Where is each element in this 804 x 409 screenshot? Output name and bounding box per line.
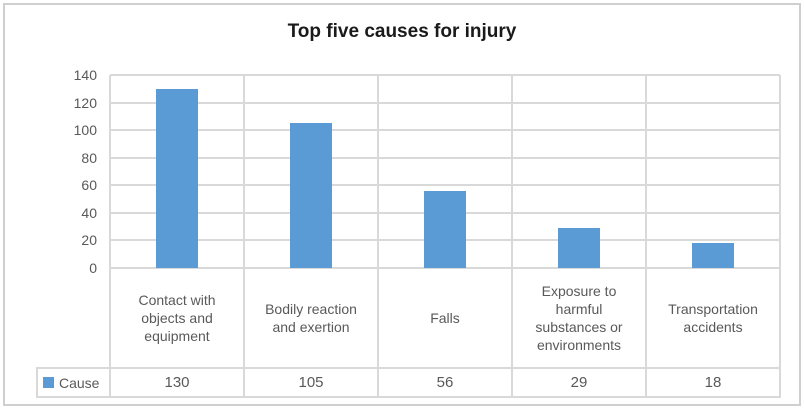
category-label: Transportation accidents	[647, 269, 779, 367]
legend-cell: Cause	[38, 369, 109, 396]
data-table-top-line	[36, 367, 781, 369]
category-label-text: Bodily reaction and exertion	[265, 301, 357, 335]
bar	[290, 123, 332, 268]
data-table-bottom-line	[36, 396, 781, 398]
category-label-text: Transportation accidents	[668, 301, 758, 335]
category-label-text: Contact with objects and equipment	[138, 292, 216, 344]
category-label: Falls	[379, 269, 511, 367]
legend-label: Cause	[59, 374, 100, 391]
chart-title: Top five causes for injury	[287, 21, 517, 42]
column-separator-line	[511, 75, 513, 398]
column-separator-line	[243, 75, 245, 398]
gridline	[110, 156, 780, 159]
y-axis-tick-label: 120	[73, 94, 97, 111]
bar	[692, 243, 734, 268]
y-axis-tick-label: 60	[81, 177, 97, 194]
y-axis-tick-label: 0	[89, 260, 97, 276]
data-table-cell: 29	[570, 374, 588, 391]
y-axis-tick-label: 100	[73, 122, 97, 139]
category-label: Exposure to harmful substances or enviro…	[513, 269, 645, 367]
column-separator-line	[645, 75, 647, 398]
data-table-cell: 18	[704, 374, 722, 391]
y-axis-tick-label: 140	[73, 67, 97, 83]
y-axis-tick-label: 40	[81, 204, 97, 221]
gridline	[110, 129, 780, 132]
y-axis-tick-label: 80	[81, 149, 97, 166]
bar	[424, 190, 466, 268]
category-label-text: Falls	[430, 310, 460, 326]
column-separator-line	[779, 75, 781, 398]
gridline	[110, 101, 780, 104]
gridline	[110, 267, 780, 269]
gridline	[110, 74, 780, 76]
category-label-text: Exposure to harmful substances or enviro…	[535, 283, 623, 353]
data-table-cell: 130	[164, 374, 190, 391]
bar	[156, 88, 198, 268]
bar	[558, 228, 600, 268]
data-table-cell: 105	[298, 374, 324, 391]
column-separator-line	[109, 75, 111, 398]
category-label: Bodily reaction and exertion	[245, 269, 377, 367]
category-label: Contact with objects and equipment	[111, 269, 243, 367]
data-table-cell: 56	[436, 374, 454, 391]
column-separator-line	[377, 75, 379, 398]
legend-swatch-icon	[43, 377, 54, 388]
y-axis-tick-label: 20	[81, 232, 97, 249]
gridline	[110, 184, 780, 187]
legend-cell-left-border	[36, 367, 38, 398]
